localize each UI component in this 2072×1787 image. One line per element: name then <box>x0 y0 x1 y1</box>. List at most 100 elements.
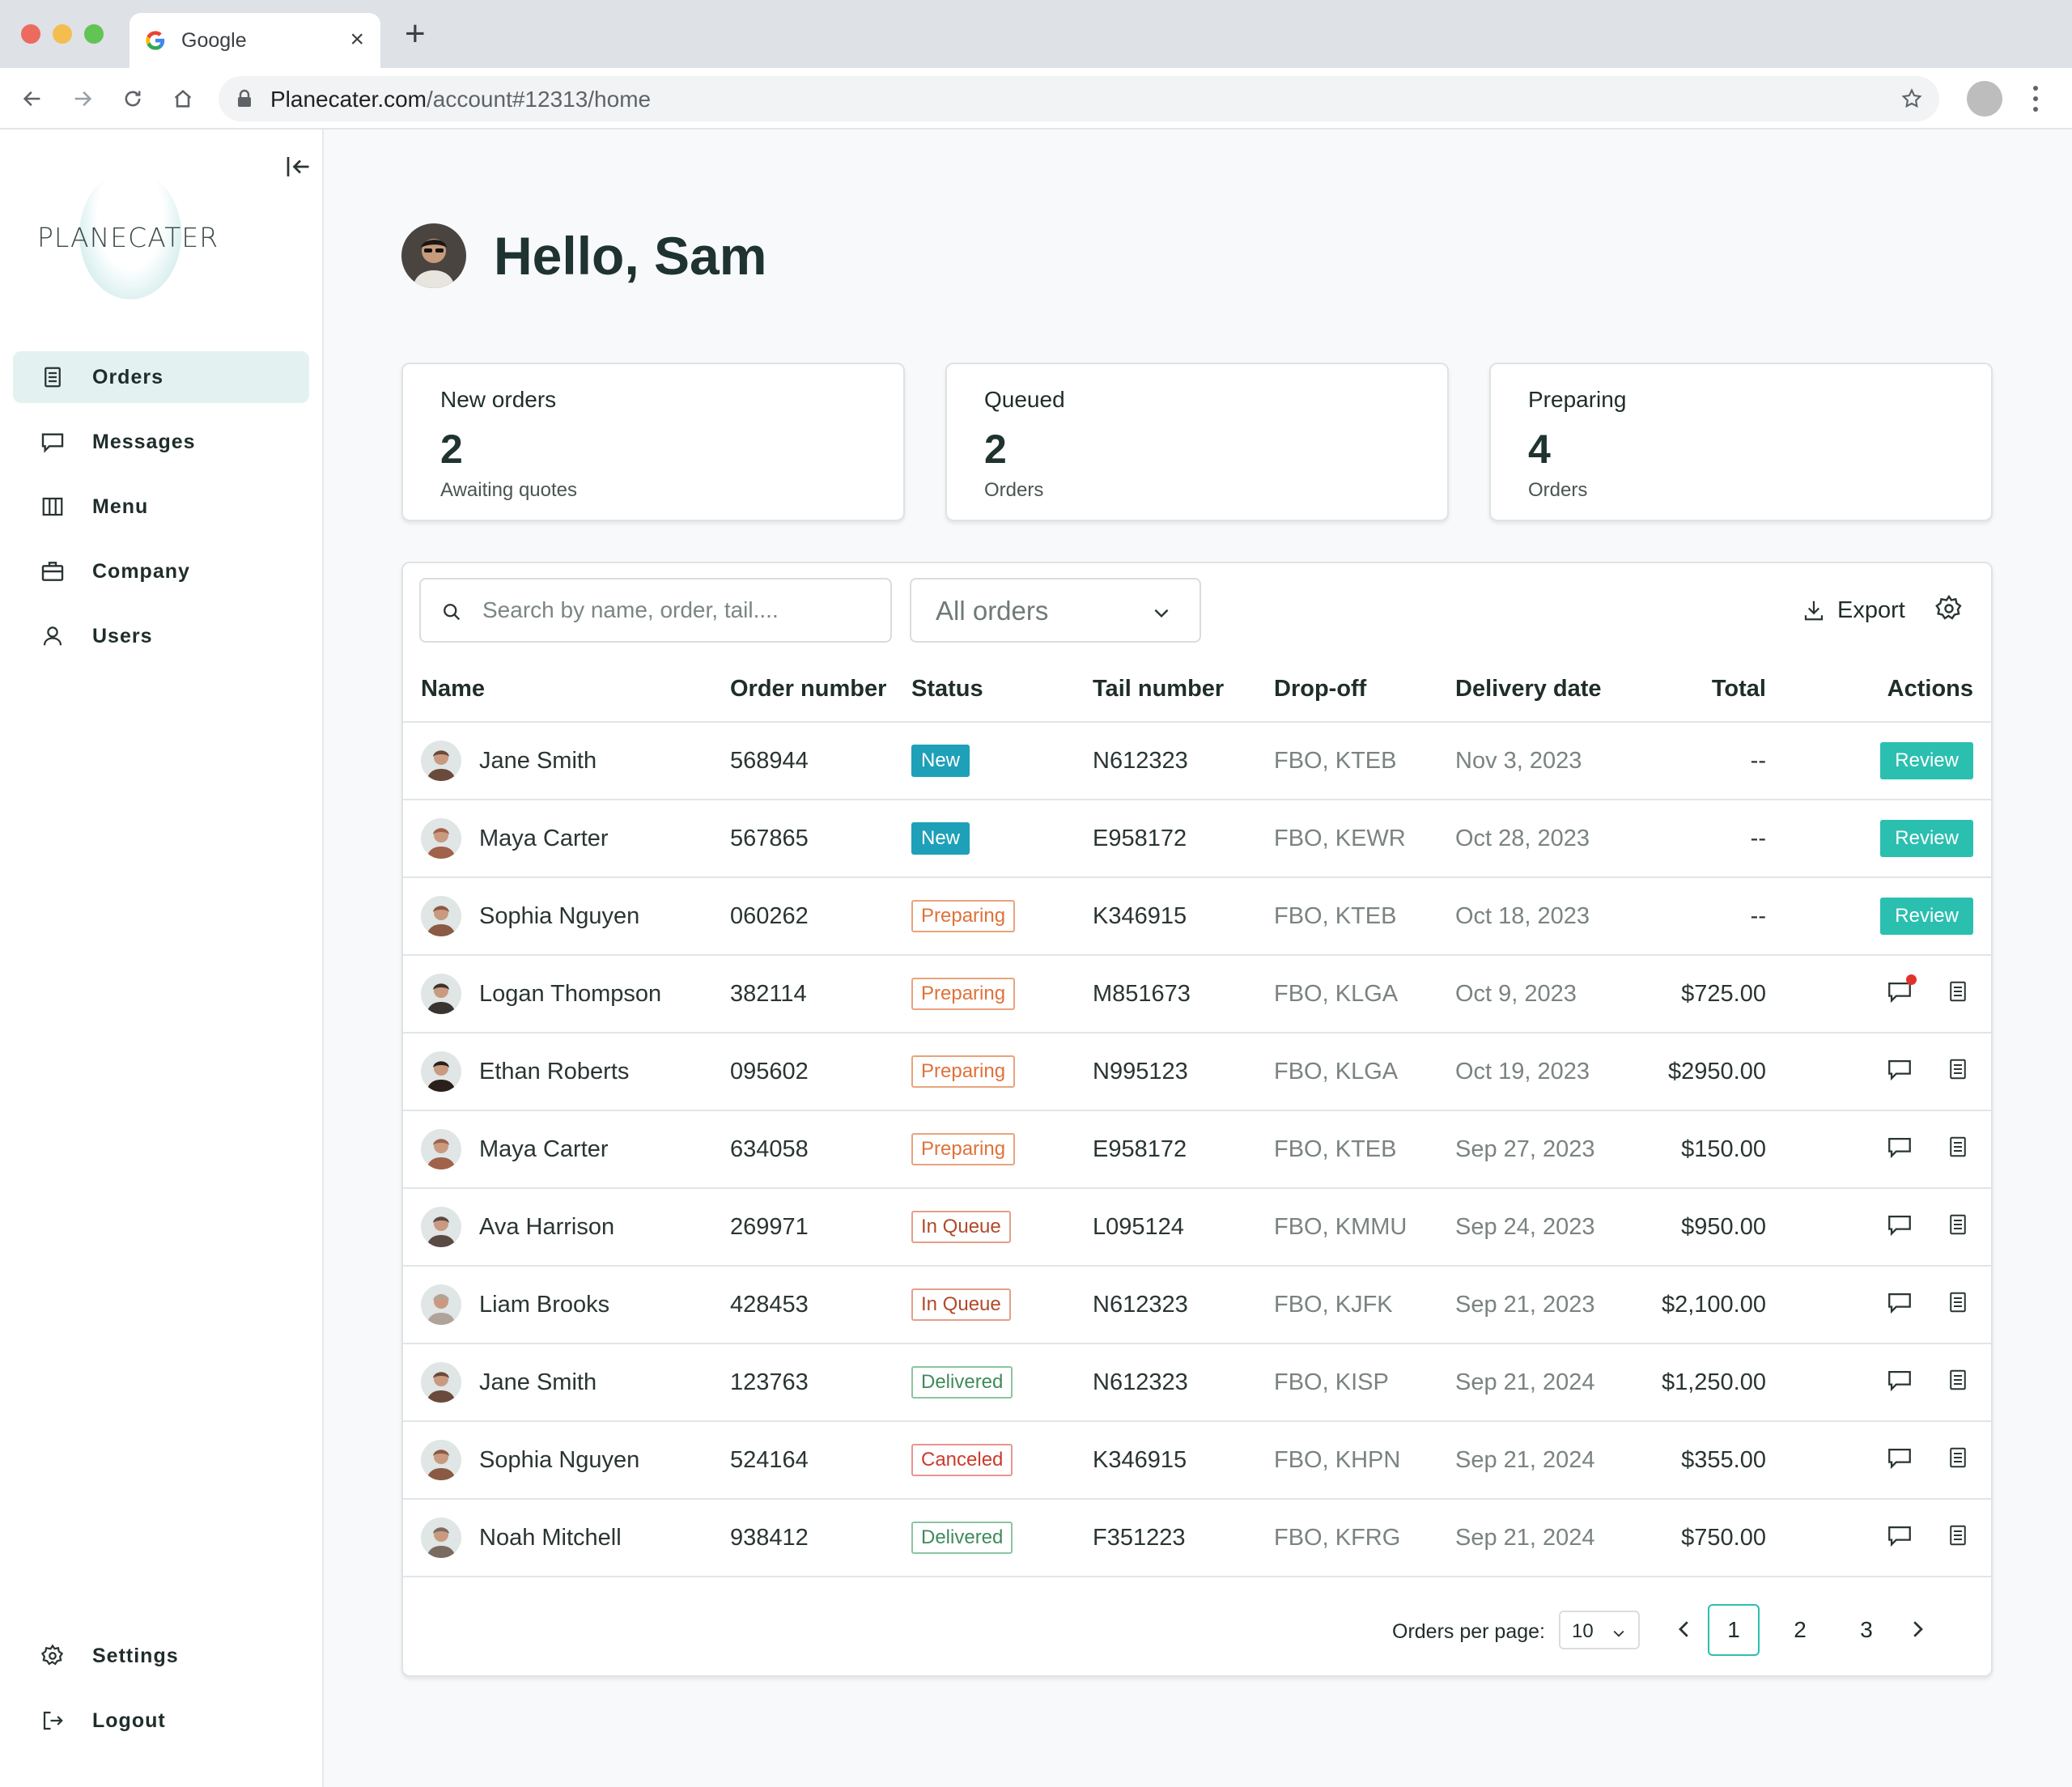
table-row[interactable]: Sophia Nguyen 060262 Preparing K346915 FBO, … <box>403 877 1991 956</box>
invoice-icon[interactable] <box>1942 1209 1973 1240</box>
table-row[interactable]: Jane Smith 568944 New N612323 FBO, KTEB Nov 3… <box>403 722 1991 800</box>
profile-avatar[interactable] <box>1967 81 2002 117</box>
stat-sublabel: Awaiting quotes <box>440 479 578 501</box>
table-row[interactable]: Sophia Nguyen 524164 Canceled K346915 FBO, K… <box>403 1421 1991 1500</box>
status-badge: Preparing <box>911 900 1016 932</box>
export-label: Export <box>1837 596 1905 623</box>
column-header-name[interactable]: Name <box>403 657 730 723</box>
message-icon[interactable] <box>1884 1365 1915 1395</box>
logo-wordmark: PLANECATER <box>37 222 219 253</box>
status-badge: New <box>911 745 970 777</box>
sidebar-item-orders[interactable]: Orders <box>13 351 309 403</box>
table-row[interactable]: Logan Thompson 382114 Preparing M851673 FBO,… <box>403 955 1991 1034</box>
tail-number: K346915 <box>1093 1421 1274 1500</box>
sidebar-item-settings[interactable]: Settings <box>13 1630 309 1682</box>
table-header-row: Name Order number Status Tail number Dro… <box>403 657 1991 723</box>
dropoff: FBO, KFRG <box>1274 1499 1455 1577</box>
order-total: -- <box>1637 722 1766 800</box>
address-bar[interactable]: Planecater.com/account#12313/home <box>219 76 1939 121</box>
page-button[interactable]: 2 <box>1794 1617 1807 1642</box>
page-button[interactable]: 1 <box>1708 1604 1760 1656</box>
actions-cell: Review <box>1766 877 1991 956</box>
search-input[interactable] <box>482 591 879 630</box>
column-header-dropoff[interactable]: Drop-off <box>1274 657 1455 723</box>
message-icon[interactable] <box>1884 1442 1915 1473</box>
message-icon[interactable] <box>1884 1287 1915 1318</box>
forward-button[interactable] <box>68 84 97 113</box>
message-icon[interactable] <box>1884 1520 1915 1551</box>
table-row[interactable]: Noah Mitchell 938412 Delivered F351223 FBO, … <box>403 1499 1991 1577</box>
review-button[interactable]: Review <box>1880 898 1973 935</box>
invoice-icon[interactable] <box>1942 1054 1973 1085</box>
sidebar-nav: Orders Messages Menu Company Users <box>13 351 309 675</box>
column-header-order[interactable]: Order number <box>730 657 911 723</box>
table-settings-icon[interactable] <box>1934 594 1964 623</box>
browser-menu-icon[interactable] <box>2027 83 2044 115</box>
table-row[interactable]: Ethan Roberts 095602 Preparing N995123 FBO, … <box>403 1033 1991 1111</box>
order-filter-select[interactable]: All orders <box>910 578 1201 643</box>
avatar <box>421 896 461 936</box>
sidebar-item-menu[interactable]: Menu <box>13 481 309 533</box>
actions-cell: Review <box>1766 800 1991 878</box>
sidebar-item-company[interactable]: Company <box>13 545 309 597</box>
collapse-sidebar-icon[interactable] <box>283 152 312 181</box>
order-total: $2950.00 <box>1637 1033 1766 1111</box>
message-icon[interactable] <box>1884 974 1917 1007</box>
actions-cell <box>1766 1033 1991 1111</box>
invoice-icon[interactable] <box>1942 1520 1973 1551</box>
message-icon[interactable] <box>1884 1131 1915 1162</box>
status-badge: In Queue <box>911 1211 1011 1243</box>
invoice-icon[interactable] <box>1942 1365 1973 1395</box>
table-row[interactable]: Maya Carter 567865 New E958172 FBO, KEWR Oct … <box>403 800 1991 878</box>
row-actions <box>1884 1054 1973 1085</box>
review-button[interactable]: Review <box>1880 742 1973 779</box>
stat-card-queued: Queued 2 Orders <box>945 363 1449 521</box>
invoice-icon[interactable] <box>1942 1131 1973 1162</box>
table-row[interactable]: Maya Carter 634058 Preparing E958172 FBO, KT… <box>403 1110 1991 1189</box>
home-button[interactable] <box>168 84 197 113</box>
order-total: $950.00 <box>1637 1188 1766 1267</box>
export-button[interactable]: Export <box>1802 594 1905 626</box>
per-page-select[interactable]: 10 <box>1559 1611 1640 1649</box>
sidebar-item-logout[interactable]: Logout <box>13 1695 309 1747</box>
bookmark-star-icon[interactable] <box>1900 87 1923 110</box>
dropoff: FBO, KMMU <box>1274 1188 1455 1267</box>
message-icon[interactable] <box>1884 1209 1915 1240</box>
stat-value: 4 <box>1528 427 1551 472</box>
sidebar-item-label: Company <box>92 559 190 583</box>
table-row[interactable]: Liam Brooks 428453 In Queue N612323 FBO, KJF… <box>403 1266 1991 1344</box>
customer-name: Sophia Nguyen <box>479 1446 640 1473</box>
tab-close-icon[interactable]: × <box>350 26 364 53</box>
table-row[interactable]: Ava Harrison 269971 In Queue L095124 FBO, KM… <box>403 1188 1991 1267</box>
stat-value: 2 <box>984 427 1007 472</box>
window-close-button[interactable] <box>21 24 40 44</box>
table-row[interactable]: Jane Smith 123763 Delivered N612323 FBO, KIS… <box>403 1343 1991 1422</box>
window-maximize-button[interactable] <box>84 24 104 44</box>
window-minimize-button[interactable] <box>53 24 72 44</box>
reload-button[interactable] <box>118 84 147 113</box>
column-header-status[interactable]: Status <box>911 657 1093 723</box>
stat-label: Queued <box>984 387 1065 412</box>
column-header-tail[interactable]: Tail number <box>1093 657 1274 723</box>
invoice-icon[interactable] <box>1942 1287 1973 1318</box>
dropoff: FBO, KLGA <box>1274 955 1455 1034</box>
message-icon[interactable] <box>1884 1054 1915 1085</box>
column-header-date[interactable]: Delivery date <box>1455 657 1637 723</box>
prev-page-icon[interactable] <box>1672 1617 1696 1641</box>
user-avatar[interactable] <box>401 223 466 288</box>
browser-tab[interactable]: Google × <box>130 13 380 68</box>
page-button[interactable]: 3 <box>1860 1617 1873 1642</box>
table-body: Jane Smith 568944 New N612323 FBO, KTEB Nov 3… <box>403 722 1991 1577</box>
review-button[interactable]: Review <box>1880 820 1973 857</box>
sidebar-item-users[interactable]: Users <box>13 610 309 662</box>
next-page-icon[interactable] <box>1905 1617 1930 1641</box>
actions-cell <box>1766 1266 1991 1344</box>
new-tab-button[interactable]: + <box>405 14 426 53</box>
status-badge: Delivered <box>911 1366 1013 1399</box>
sidebar-item-messages[interactable]: Messages <box>13 416 309 468</box>
column-header-total[interactable]: Total <box>1637 657 1766 723</box>
invoice-icon[interactable] <box>1942 1442 1973 1473</box>
back-button[interactable] <box>18 84 47 113</box>
order-number: 568944 <box>730 722 911 800</box>
invoice-icon[interactable] <box>1942 976 1973 1007</box>
